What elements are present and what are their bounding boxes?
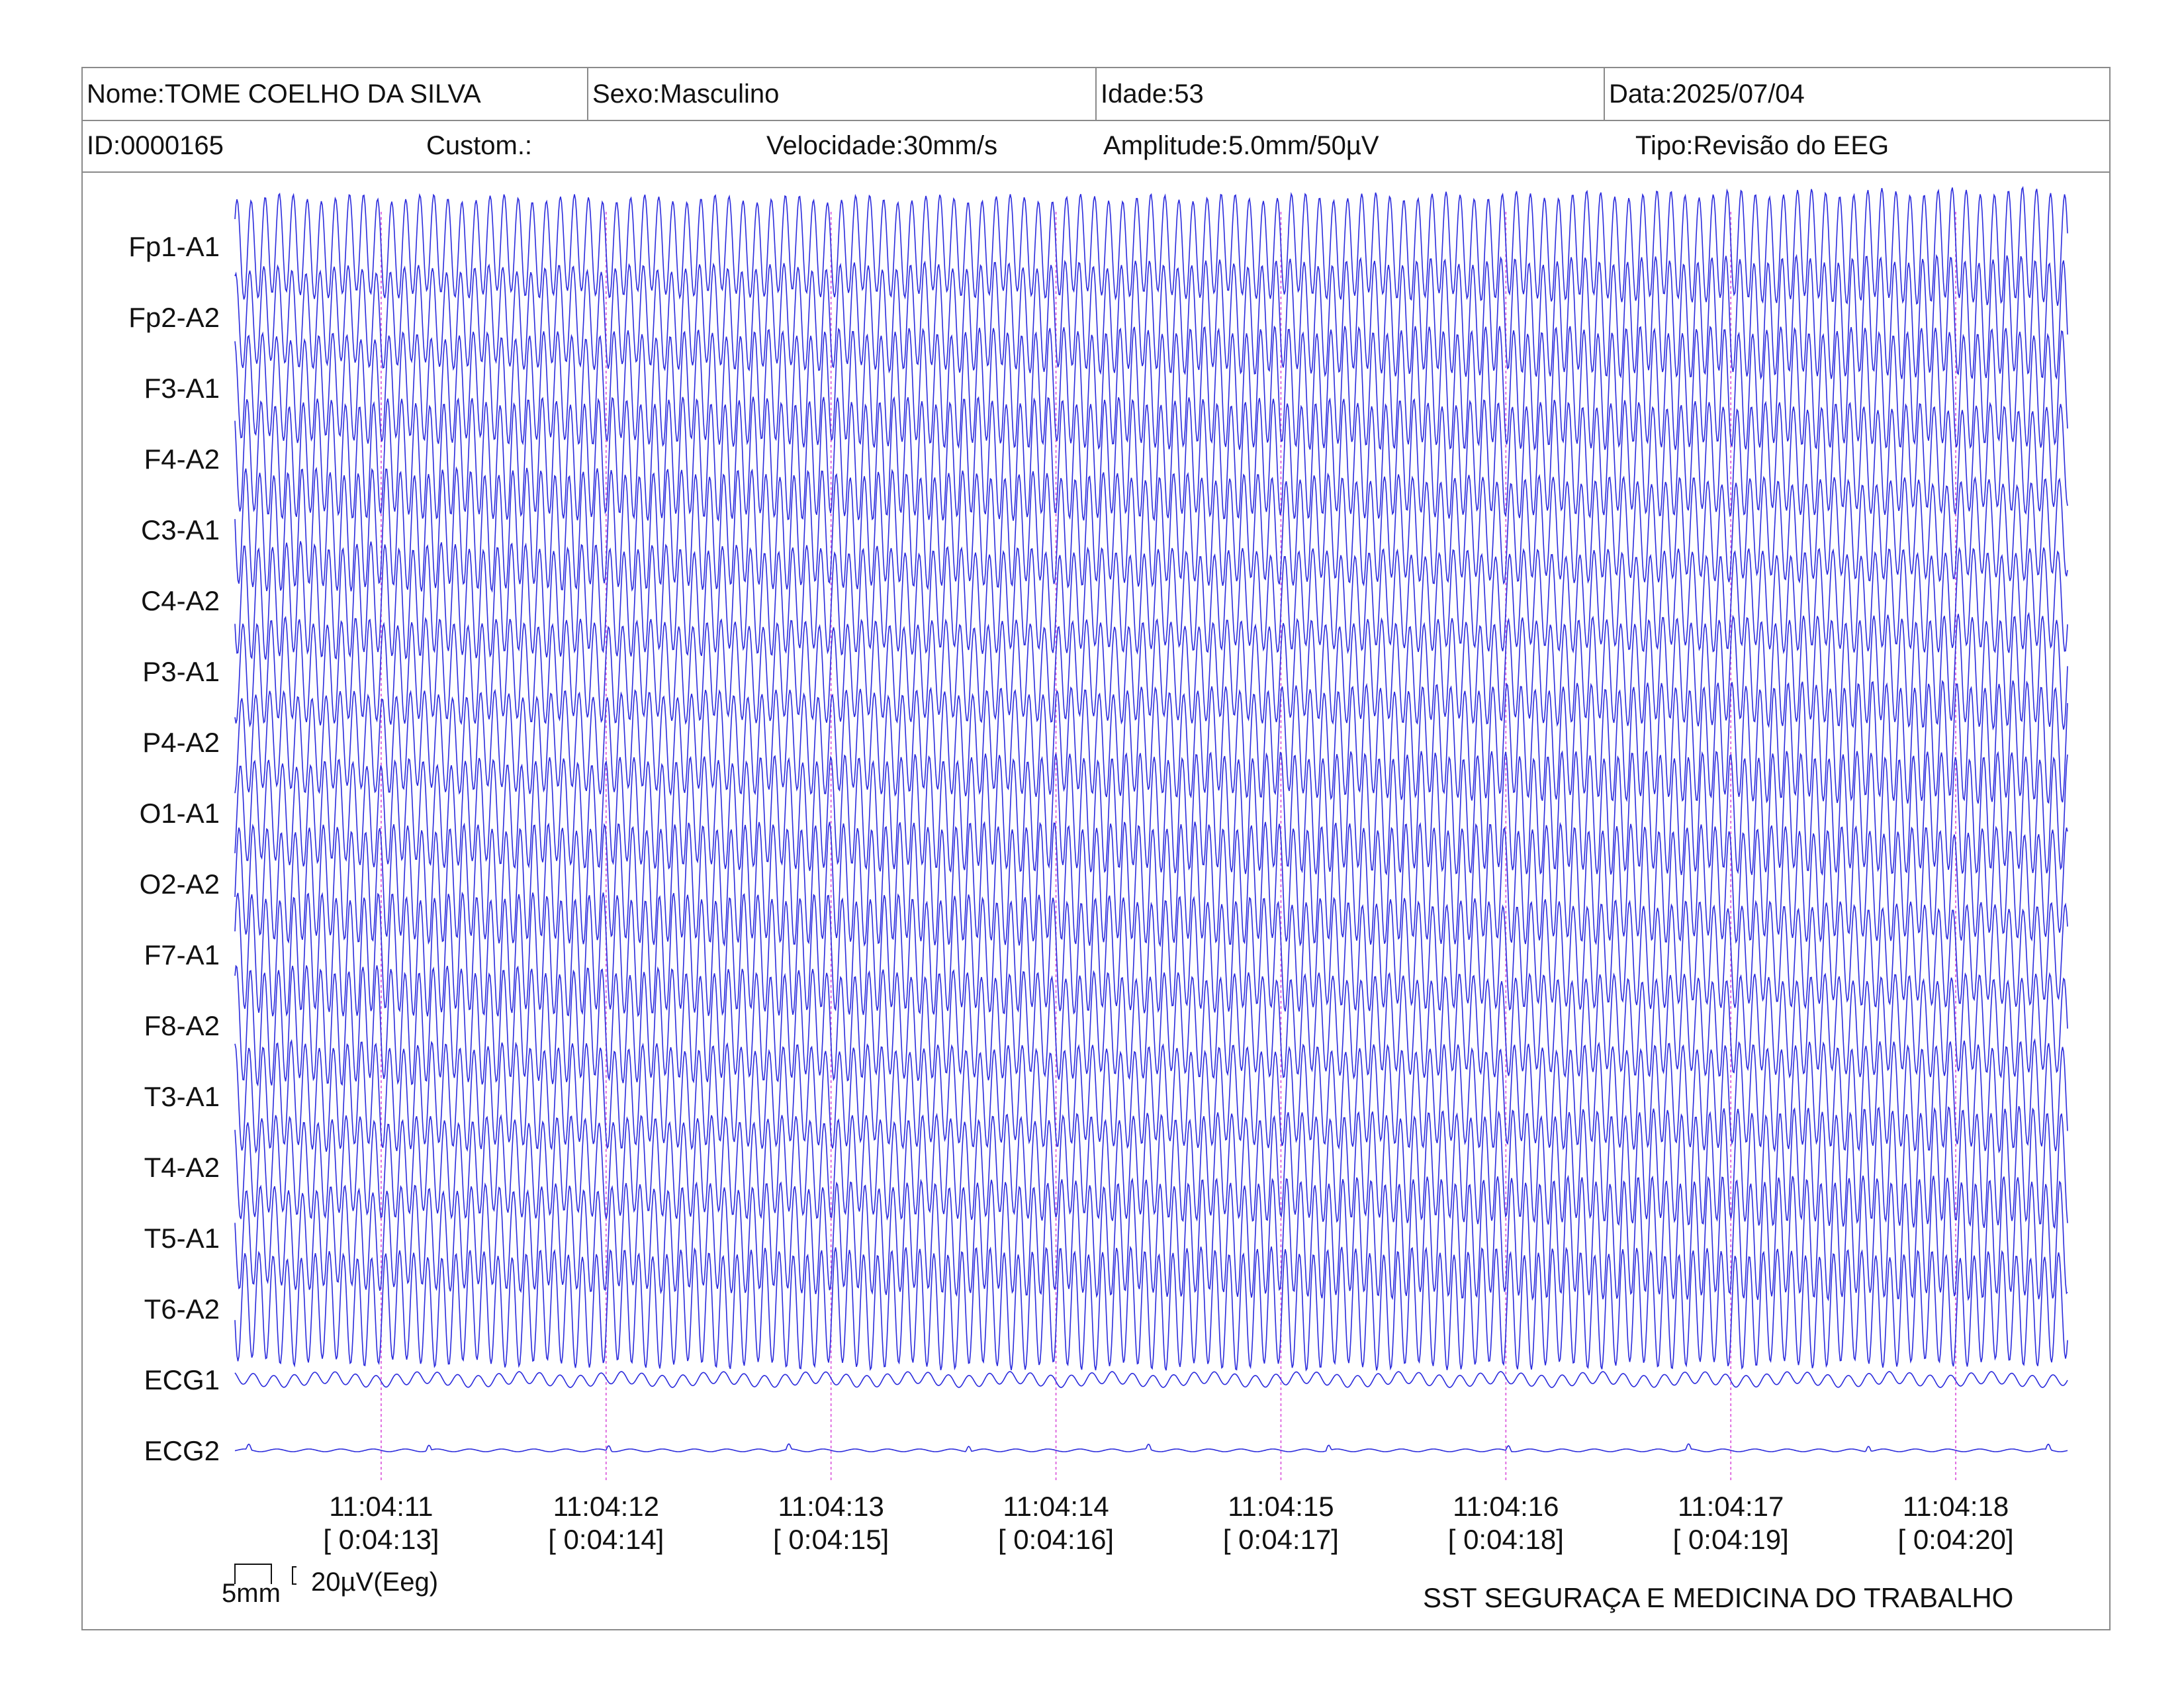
channel-trace-t6-a2 — [234, 1245, 2068, 1372]
channel-label: Fp2-A2 — [128, 302, 220, 333]
channel-trace-f8-a2 — [234, 964, 2068, 1087]
time-tick-clock: 11:04:14 — [1003, 1491, 1109, 1522]
patient-name: Nome:TOME COELHO DA SILVA — [87, 79, 481, 109]
time-tick-clock: 11:04:16 — [1453, 1491, 1559, 1522]
channel-trace-ecg2 — [234, 1443, 2068, 1452]
channel-trace-t5-a1 — [234, 1174, 2068, 1302]
channel-trace-o2-a2 — [234, 821, 2068, 947]
channel-trace-f4-a2 — [234, 396, 2068, 522]
channel-label: O2-A2 — [140, 868, 220, 900]
channel-label: T6-A2 — [144, 1293, 220, 1325]
channel-trace-t3-a1 — [234, 1038, 2068, 1154]
channel-label: T5-A1 — [144, 1223, 220, 1254]
patient-age: Idade:53 — [1095, 68, 1604, 120]
scale-uv-label: 20µV(Eeg) — [311, 1568, 439, 1597]
channel-trace-fp1-a1 — [234, 186, 2068, 306]
channel-label: C3-A1 — [141, 514, 220, 545]
speed-setting: Velocidade:30mm/s — [766, 131, 998, 160]
time-tick-elapsed: [ 0:04:16] — [998, 1524, 1114, 1555]
channel-label: ECG2 — [144, 1435, 220, 1466]
channel-trace-c3-a1 — [234, 466, 2068, 593]
channel-trace-fp2-a2 — [234, 254, 2068, 381]
time-tick-elapsed: [ 0:04:14] — [548, 1524, 664, 1555]
channel-label: T3-A1 — [144, 1081, 220, 1112]
time-tick-clock: 11:04:15 — [1228, 1491, 1334, 1522]
channel-trace-t4-a2 — [234, 1105, 2068, 1229]
channel-label: T4-A2 — [144, 1152, 220, 1183]
exam-type: Tipo:Revisão do EEG — [1635, 131, 1889, 160]
time-tick-elapsed: [ 0:04:19] — [1673, 1524, 1789, 1555]
channel-label: ECG1 — [144, 1364, 220, 1395]
channel-label: P3-A1 — [142, 656, 220, 687]
time-tick-clock: 11:04:18 — [1903, 1491, 2009, 1522]
channel-trace-c4-a2 — [234, 541, 2068, 660]
channel-trace-ecg1 — [234, 1371, 2068, 1388]
time-tick-elapsed: [ 0:04:18] — [1448, 1524, 1564, 1555]
calibration-bar — [234, 1564, 296, 1585]
channel-label: O1-A1 — [140, 798, 220, 829]
channel-label: C4-A2 — [141, 585, 220, 616]
channel-label: F4-A2 — [144, 444, 220, 475]
time-tick-clock: 11:04:13 — [778, 1491, 884, 1522]
exam-date: Data:2025/07/04 — [1604, 68, 2112, 120]
scale-mm-label: 5mm — [222, 1579, 281, 1608]
channel-trace-f7-a1 — [234, 891, 2068, 1017]
custom-field: Custom.: — [426, 131, 533, 160]
channel-trace-f3-a1 — [234, 325, 2068, 451]
time-tick-elapsed: [ 0:04:20] — [1897, 1524, 2013, 1555]
time-tick-elapsed: [ 0:04:17] — [1223, 1524, 1339, 1555]
time-tick-clock: 11:04:11 — [329, 1491, 433, 1522]
channel-label: F7-A1 — [144, 939, 220, 970]
channel-label: Fp1-A1 — [128, 231, 220, 262]
channel-trace-p3-a1 — [234, 612, 2068, 731]
patient-id: ID:0000165 — [87, 131, 224, 160]
patient-sex: Sexo:Masculino — [587, 68, 1095, 120]
company-name: SST SEGURAÇA E MEDICINA DO TRABALHO — [1423, 1582, 2014, 1613]
channel-label: F3-A1 — [144, 373, 220, 404]
channel-label: F8-A2 — [144, 1010, 220, 1041]
header-row-2: ID:0000165 Custom.: Velocidade:30mm/s Am… — [83, 120, 2109, 173]
time-tick-elapsed: [ 0:04:15] — [773, 1524, 889, 1555]
time-tick-clock: 11:04:12 — [553, 1491, 659, 1522]
channel-trace-o1-a1 — [234, 750, 2068, 876]
time-tick-clock: 11:04:17 — [1678, 1491, 1784, 1522]
amplitude-setting: Amplitude:5.0mm/50µV — [1103, 131, 1379, 160]
header-row-1: Nome:TOME COELHO DA SILVA Sexo:Masculino… — [83, 68, 2109, 121]
channel-trace-p4-a2 — [234, 679, 2068, 804]
channel-label: P4-A2 — [142, 727, 220, 758]
report-frame: Nome:TOME COELHO DA SILVA Sexo:Masculino… — [81, 67, 2111, 1630]
time-tick-elapsed: [ 0:04:13] — [323, 1524, 439, 1555]
